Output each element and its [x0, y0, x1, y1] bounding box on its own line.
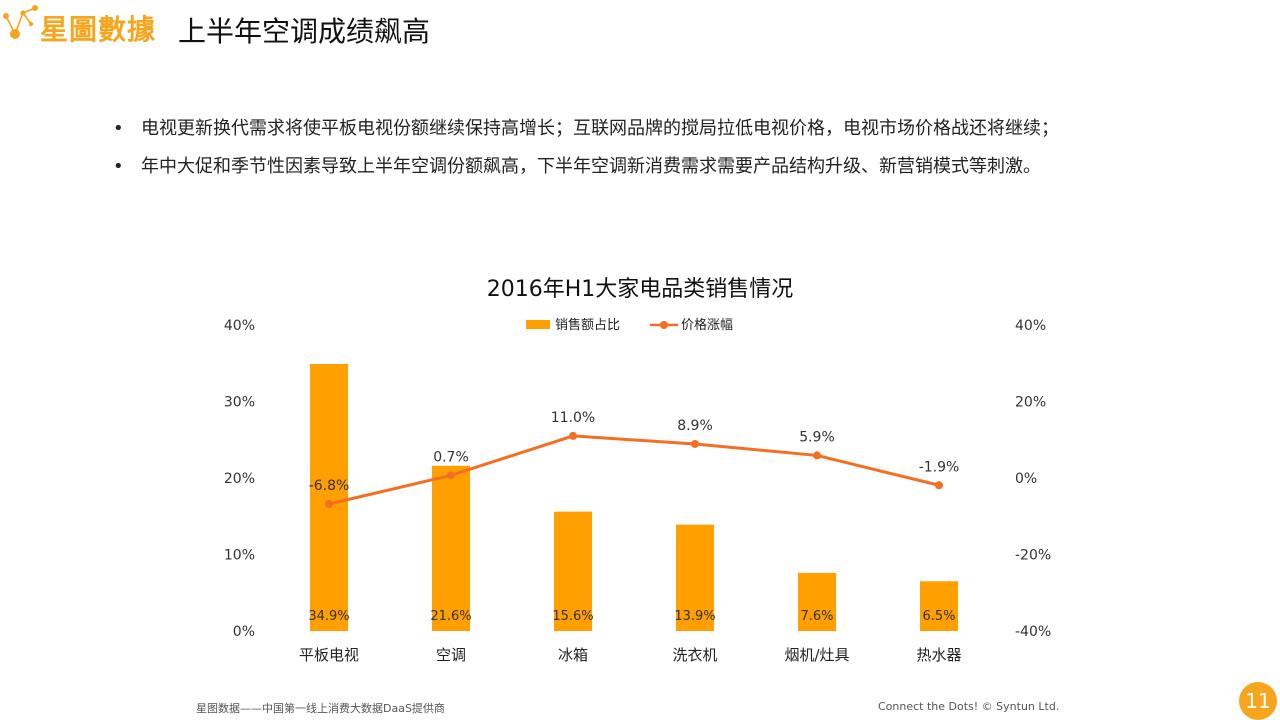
line-point: [935, 481, 943, 490]
line-value-label: -6.8%: [309, 478, 350, 494]
page-title: 上半年空调成绩飙高: [178, 15, 431, 48]
left-tick-label: 0%: [233, 624, 255, 640]
category-label: 冰箱: [558, 646, 588, 664]
category-axis: 平板电视 空调 冰箱 洗衣机 烟机/灶具 热水器: [299, 646, 962, 664]
left-axis: 0% 10% 20% 30% 40%: [224, 318, 255, 640]
line-series: -6.8% 0.7% 11.0% 8.9% 5.9% -1.9%: [309, 410, 960, 509]
left-tick-label: 20%: [224, 471, 255, 487]
bullet-item: • 电视更新换代需求将使平板电视份额继续保持高增长；互联网品牌的搅局拉低电视价格，…: [113, 110, 1059, 148]
left-tick-label: 40%: [224, 318, 255, 334]
bar: [798, 572, 836, 631]
bar-value-label: 13.9%: [674, 609, 715, 624]
legend-line-marker: [660, 321, 668, 329]
chart-legend: 销售额占比 价格涨幅: [526, 317, 733, 333]
right-tick-label: -20%: [1015, 548, 1051, 564]
bullet-dot: •: [113, 118, 124, 139]
bullet-dot: •: [113, 156, 124, 177]
bullet-text: 电视更新换代需求将使平板电视份额继续保持高增长；互联网品牌的搅局拉低电视价格，电…: [141, 118, 1059, 139]
right-tick-label: 0%: [1015, 471, 1037, 487]
line-value-label: 5.9%: [799, 429, 835, 445]
page-number-badge: 11: [1239, 682, 1277, 720]
bar-value-label: 34.9%: [308, 609, 349, 624]
line-value-label: 0.7%: [433, 449, 469, 465]
category-label: 平板电视: [299, 646, 359, 664]
bar: [676, 524, 714, 631]
bar-series: [310, 364, 958, 631]
logo-dots-icon: [3, 5, 38, 39]
logo-text: 星圖數據: [40, 13, 157, 46]
line-point: [325, 500, 333, 509]
bar: [920, 581, 958, 631]
right-tick-label: 20%: [1015, 395, 1046, 411]
bar: [310, 364, 348, 631]
line-value-label: -1.9%: [919, 459, 960, 475]
legend-label-line: 价格涨幅: [681, 317, 733, 333]
line-point: [447, 471, 455, 480]
chart-title: 2016年H1大家电品类销售情况: [487, 277, 794, 302]
legend-bar-swatch: [526, 320, 550, 329]
line-value-label: 8.9%: [677, 418, 713, 434]
price-line: [328, 434, 940, 506]
bullet-item: • 年中大促和季节性因素导致上半年空调份额飙高，下半年空调新消费需求需要产品结构升…: [113, 148, 1059, 186]
footer-tagline: 星图数据——中国第一线上消费大数据DaaS提供商: [196, 702, 445, 715]
category-label: 空调: [436, 646, 466, 664]
bar-labels: 34.9% 21.6% 15.6% 13.9% 7.6% 6.5%: [308, 609, 955, 624]
legend-label-bar: 销售额占比: [555, 317, 620, 333]
category-label: 烟机/灶具: [784, 646, 849, 664]
right-axis: -40% -20% 0% 20% 40%: [1015, 318, 1051, 640]
bullet-list: • 电视更新换代需求将使平板电视份额继续保持高增长；互联网品牌的搅局拉低电视价格，…: [113, 110, 1059, 186]
bar-value-label: 15.6%: [552, 609, 593, 624]
line-value-label: 11.0%: [551, 410, 595, 426]
bullet-text: 年中大促和季节性因素导致上半年空调份额飙高，下半年空调新消费需求需要产品结构升级…: [141, 156, 1041, 177]
right-tick-label: 40%: [1015, 318, 1046, 334]
left-tick-label: 30%: [224, 395, 255, 411]
bar-value-label: 6.5%: [922, 609, 955, 624]
category-label: 热水器: [916, 646, 961, 664]
category-label: 洗衣机: [672, 646, 717, 664]
bar-value-label: 7.6%: [800, 609, 833, 624]
bar-value-label: 21.6%: [430, 609, 471, 624]
footer-copyright: Connect the Dots! © Syntun Ltd.: [878, 700, 1060, 713]
left-tick-label: 10%: [224, 548, 255, 564]
line-point: [813, 451, 821, 460]
bar: [554, 511, 592, 631]
line-point: [691, 439, 699, 448]
bar: [432, 465, 470, 631]
line-point: [569, 431, 577, 440]
right-tick-label: -40%: [1015, 624, 1051, 640]
